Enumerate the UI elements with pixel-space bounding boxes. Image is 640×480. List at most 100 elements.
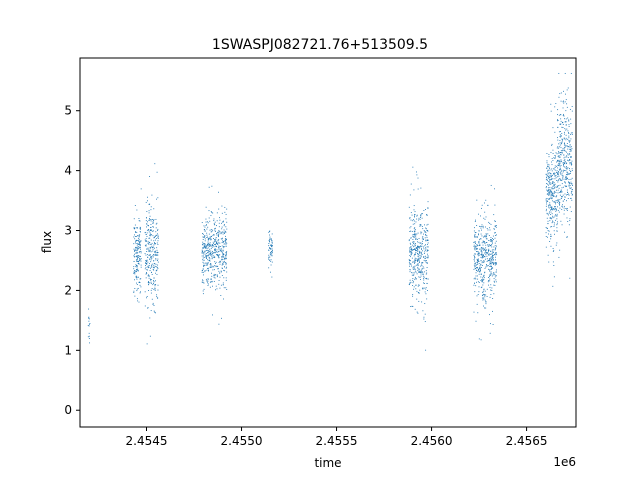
data-point (221, 275, 223, 277)
data-point (409, 254, 411, 256)
data-point (493, 228, 495, 230)
data-point (144, 231, 146, 233)
data-point (561, 224, 563, 226)
x-tick-label: 2.4550 (221, 434, 263, 448)
data-point (561, 152, 563, 154)
data-point (210, 263, 212, 264)
data-point (147, 307, 149, 309)
data-point (557, 137, 559, 139)
y-tick-label: 5 (64, 104, 72, 118)
data-point (547, 228, 548, 230)
data-point (136, 278, 138, 280)
data-point (416, 311, 418, 313)
data-point (563, 170, 565, 172)
data-point (414, 267, 415, 269)
data-point (480, 250, 482, 252)
data-point (408, 259, 410, 261)
data-point (420, 265, 422, 267)
data-point (548, 230, 550, 232)
data-point (416, 278, 417, 280)
data-point (480, 260, 482, 262)
data-point (563, 90, 564, 92)
data-point (156, 294, 158, 296)
data-point (138, 281, 140, 283)
data-point (565, 129, 567, 131)
data-point (157, 234, 159, 236)
data-point (219, 261, 221, 262)
data-point (545, 198, 547, 200)
data-point (423, 279, 425, 281)
data-point (427, 243, 428, 245)
data-point (137, 260, 139, 262)
data-point (494, 254, 495, 255)
data-point (153, 310, 155, 312)
data-point (484, 256, 486, 258)
data-point (214, 239, 216, 241)
data-point (413, 241, 415, 243)
data-point (139, 241, 141, 243)
data-point (420, 246, 422, 248)
data-point (210, 278, 212, 280)
data-point (567, 138, 569, 140)
data-point (213, 246, 215, 248)
data-point (425, 278, 427, 279)
data-point (156, 254, 158, 256)
data-point (415, 235, 417, 237)
data-point (425, 288, 427, 290)
data-point (134, 224, 136, 226)
data-point (548, 193, 550, 195)
data-point (225, 226, 227, 228)
data-point (203, 256, 205, 258)
data-point (570, 72, 572, 74)
data-point (414, 215, 415, 217)
data-point (206, 258, 208, 259)
data-point (554, 206, 556, 208)
data-point (569, 159, 571, 161)
data-point (270, 252, 271, 253)
data-point (563, 157, 565, 159)
data-point (271, 233, 273, 235)
data-point (208, 237, 209, 239)
data-point (567, 159, 568, 161)
data-point (552, 181, 554, 183)
data-point (553, 184, 555, 186)
data-point (491, 267, 493, 269)
data-point (152, 223, 154, 224)
data-point (270, 260, 272, 262)
data-point (559, 169, 561, 171)
data-point (204, 235, 206, 237)
data-point (207, 247, 209, 249)
data-point (144, 291, 146, 293)
data-point (410, 251, 412, 253)
data-point (417, 264, 419, 266)
data-point (557, 201, 558, 203)
data-point (421, 248, 422, 250)
data-point (136, 288, 138, 290)
data-point (482, 255, 484, 257)
data-point (424, 245, 426, 247)
data-point (493, 280, 495, 282)
data-point (147, 242, 149, 244)
data-point (562, 164, 564, 166)
data-point (204, 246, 206, 248)
data-point (548, 204, 550, 206)
data-point (135, 271, 137, 273)
data-point (484, 211, 486, 213)
data-point (416, 241, 418, 243)
data-point (139, 284, 141, 286)
data-point (549, 189, 551, 191)
data-point (550, 214, 552, 216)
data-point (567, 173, 569, 175)
data-point (205, 257, 207, 259)
data-point (135, 264, 137, 266)
data-point (492, 310, 493, 312)
data-point (550, 189, 552, 191)
data-point (556, 153, 558, 155)
data-point (571, 132, 573, 134)
y-tick-label: 2 (64, 283, 72, 297)
data-point (480, 215, 481, 217)
data-point (135, 243, 137, 245)
data-point (149, 317, 151, 319)
data-point (565, 139, 567, 141)
data-point (427, 207, 429, 209)
